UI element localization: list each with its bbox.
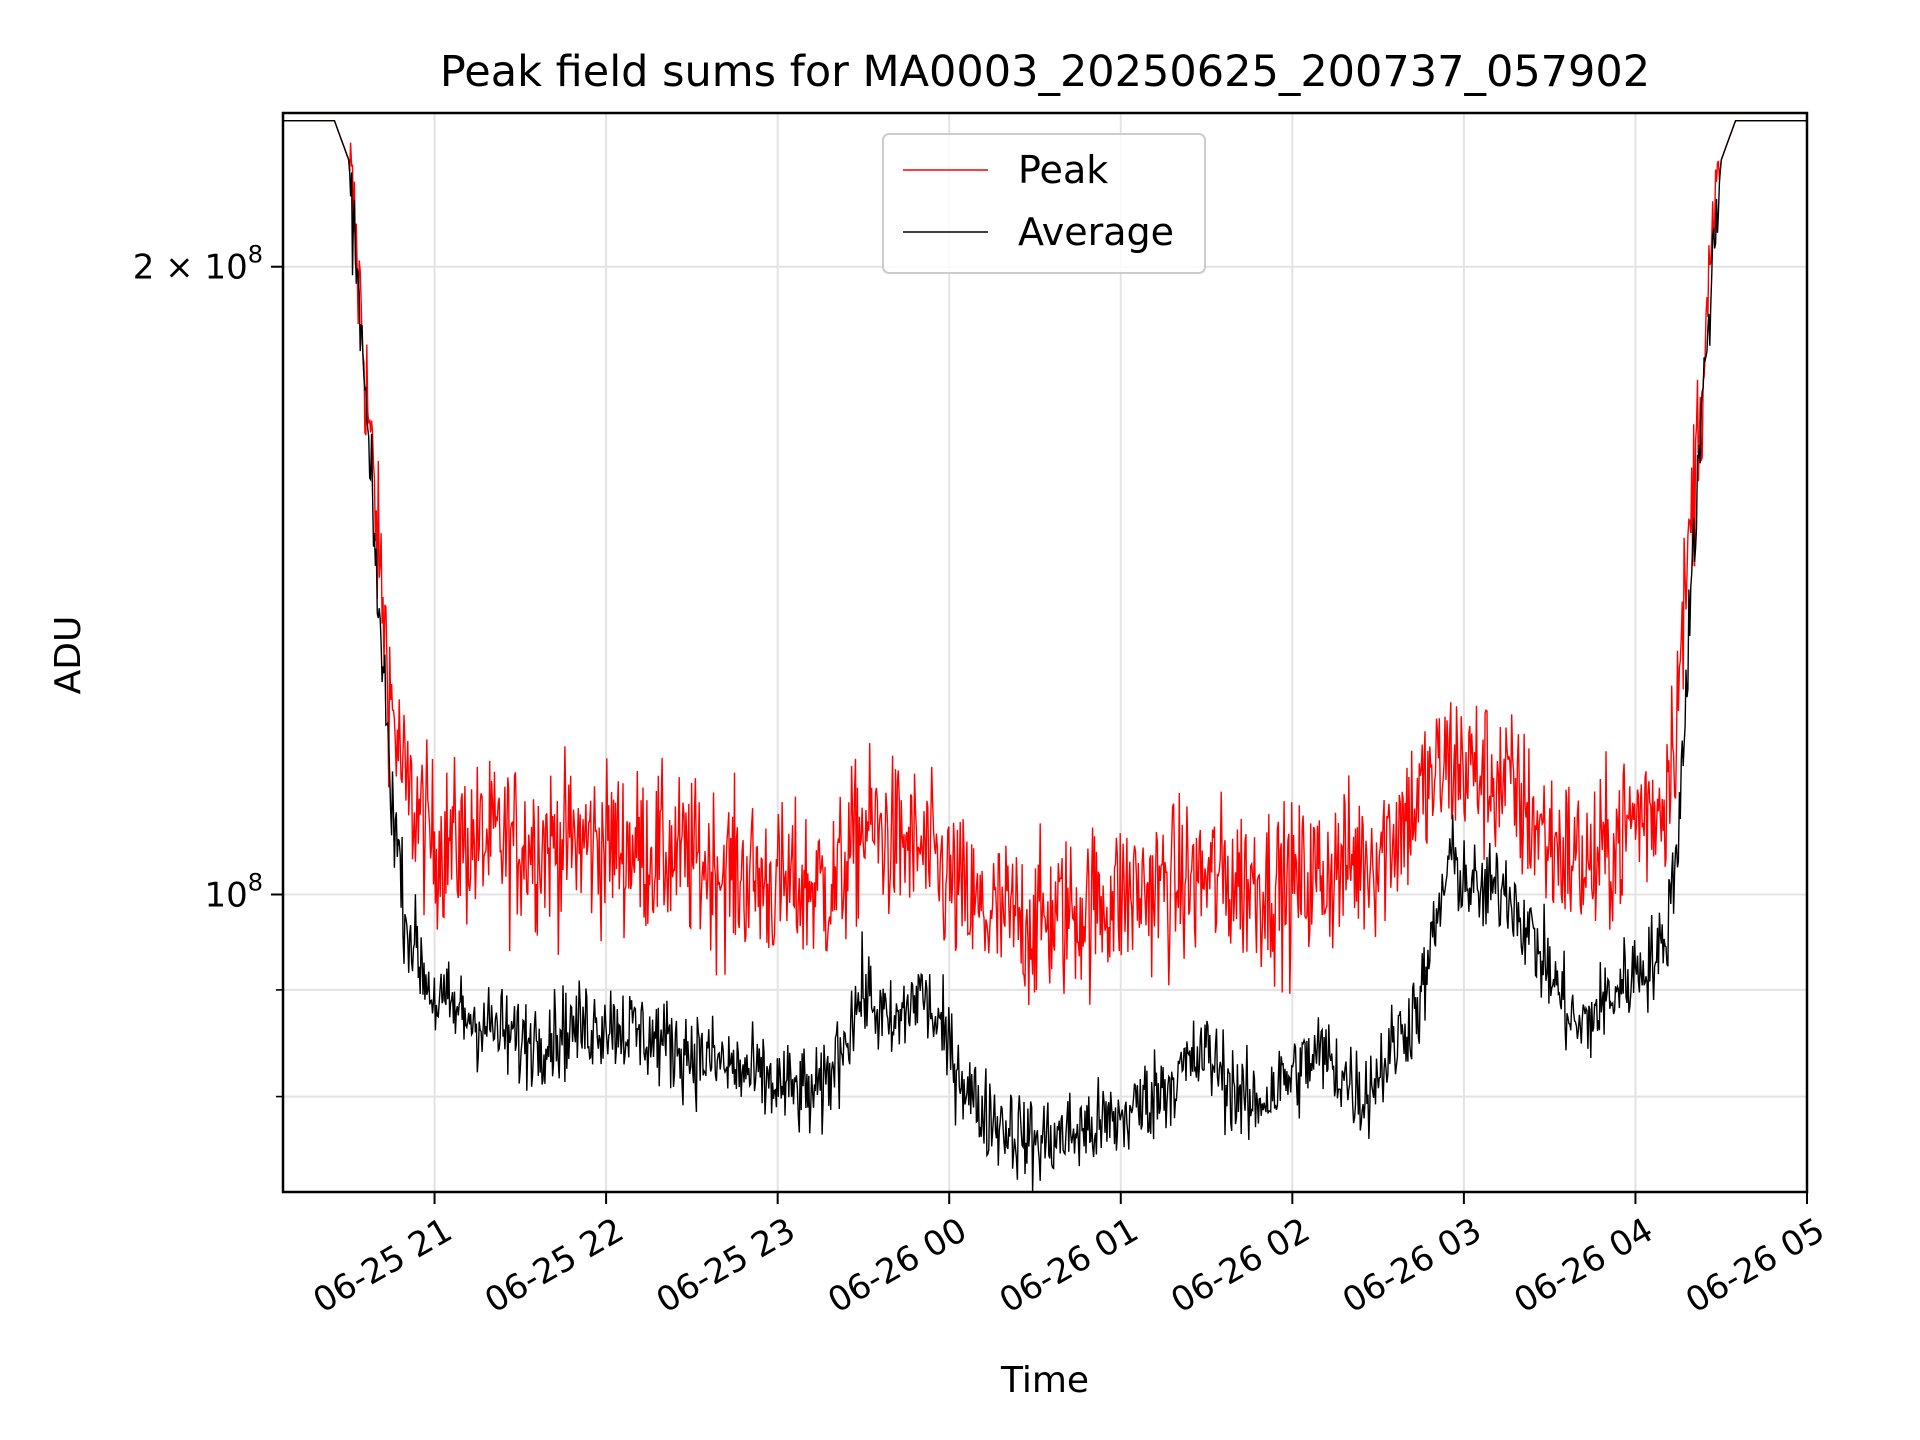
y-axis-ticks: 2 × 108 108 <box>133 241 283 1098</box>
y-axis-label: ADU <box>48 616 89 695</box>
series-line-average <box>283 120 1807 1192</box>
legend: Peak Average <box>882 133 1206 274</box>
x-axis-label: Time <box>1000 1360 1089 1401</box>
chart-title: Peak field sums for MA0003_20250625_2007… <box>440 47 1650 97</box>
legend-label-peak: Peak <box>1018 148 1108 192</box>
legend-label-average: Average <box>1018 210 1174 254</box>
series-layer <box>283 120 1807 1192</box>
plot-frame <box>281 111 1809 1194</box>
y-tick-label: 108 <box>204 868 263 915</box>
series-line-peak <box>283 120 1807 1006</box>
y-tick-label: 2 × 108 <box>133 241 263 288</box>
legend-box <box>882 133 1206 274</box>
